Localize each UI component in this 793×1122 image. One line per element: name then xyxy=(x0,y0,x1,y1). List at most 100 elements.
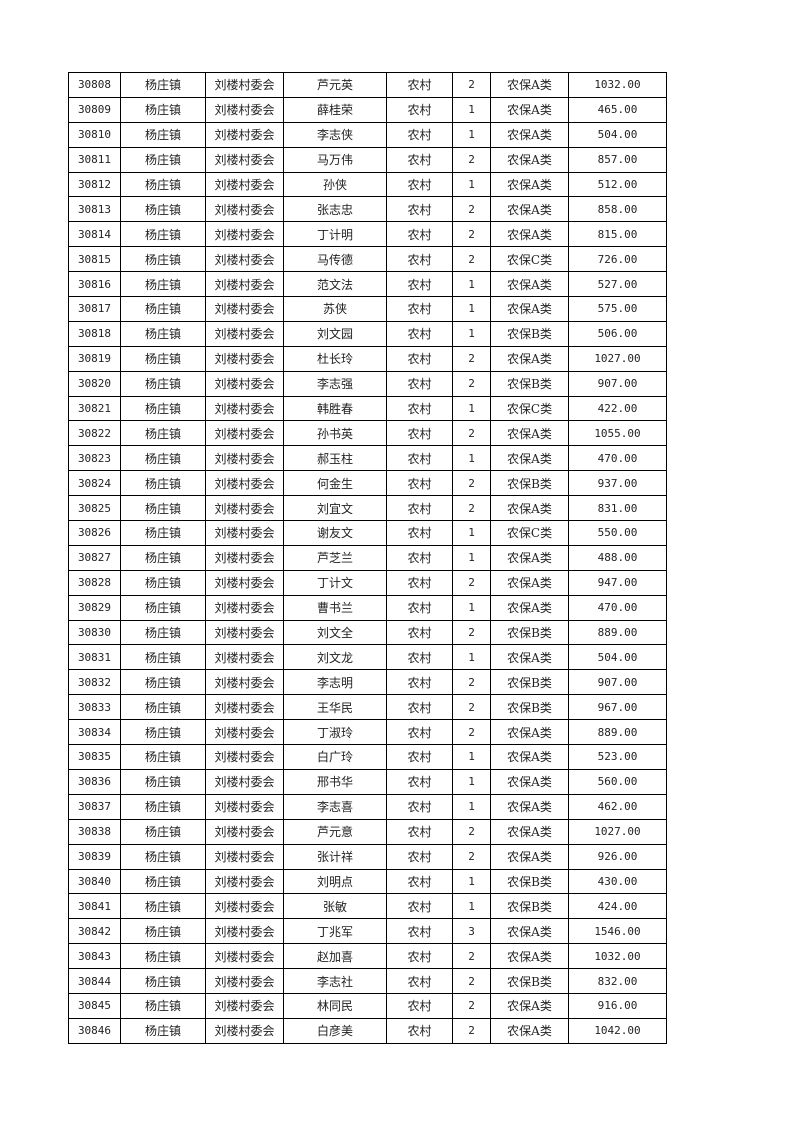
amount-cell: 523.00 xyxy=(568,744,667,770)
table-row: 30815 杨庄镇 刘楼村委会 马传德 农村 2 农保C类 726.00 xyxy=(68,246,667,273)
household-type-cell: 农村 xyxy=(386,320,453,347)
amount-cell: 488.00 xyxy=(568,544,667,571)
household-type-cell: 农村 xyxy=(386,495,453,522)
person-count-cell: 2 xyxy=(452,843,491,870)
record-id-cell: 30811 xyxy=(68,146,121,173)
insurance-category-cell: 农保A类 xyxy=(490,943,569,970)
name-cell: 薛桂荣 xyxy=(283,96,387,123)
record-id-cell: 30823 xyxy=(68,445,121,472)
household-type-cell: 农村 xyxy=(386,72,453,98)
person-count-cell: 1 xyxy=(452,868,491,895)
amount-cell: 937.00 xyxy=(568,470,667,497)
name-cell: 王华民 xyxy=(283,694,387,721)
name-cell: 李志强 xyxy=(283,370,387,397)
town-cell: 杨庄镇 xyxy=(120,296,206,322)
village-committee-cell: 刘楼村委会 xyxy=(205,744,284,770)
name-cell: 孙书英 xyxy=(283,420,387,447)
village-committee-cell: 刘楼村委会 xyxy=(205,495,284,522)
household-type-cell: 农村 xyxy=(386,470,453,497)
village-committee-cell: 刘楼村委会 xyxy=(205,644,284,671)
amount-cell: 1042.00 xyxy=(568,1017,667,1044)
record-id-cell: 30831 xyxy=(68,644,121,671)
insurance-category-cell: 农保A类 xyxy=(490,495,569,522)
table-row: 30822 杨庄镇 刘楼村委会 孙书英 农村 2 农保A类 1055.00 xyxy=(68,420,667,447)
amount-cell: 926.00 xyxy=(568,843,667,870)
town-cell: 杨庄镇 xyxy=(120,719,206,746)
amount-cell: 858.00 xyxy=(568,196,667,223)
person-count-cell: 1 xyxy=(452,793,491,820)
household-type-cell: 农村 xyxy=(386,271,453,298)
name-cell: 赵加喜 xyxy=(283,943,387,970)
town-cell: 杨庄镇 xyxy=(120,968,206,994)
household-type-cell: 农村 xyxy=(386,594,453,621)
insurance-category-cell: 农保A类 xyxy=(490,544,569,571)
person-count-cell: 1 xyxy=(452,96,491,123)
insurance-category-cell: 农保B类 xyxy=(490,619,569,646)
name-cell: 李志社 xyxy=(283,968,387,994)
name-cell: 芦元英 xyxy=(283,72,387,98)
record-id-cell: 30832 xyxy=(68,669,121,696)
village-committee-cell: 刘楼村委会 xyxy=(205,943,284,970)
record-id-cell: 30821 xyxy=(68,395,121,422)
insurance-category-cell: 农保A类 xyxy=(490,818,569,845)
record-id-cell: 30824 xyxy=(68,470,121,497)
table-row: 30816 杨庄镇 刘楼村委会 范文法 农村 1 农保A类 527.00 xyxy=(68,271,667,298)
name-cell: 张计祥 xyxy=(283,843,387,870)
table-row: 30812 杨庄镇 刘楼村委会 孙侠 农村 1 农保A类 512.00 xyxy=(68,171,667,198)
insurance-category-cell: 农保A类 xyxy=(490,843,569,870)
town-cell: 杨庄镇 xyxy=(120,569,206,596)
record-id-cell: 30836 xyxy=(68,768,121,795)
person-count-cell: 1 xyxy=(452,296,491,322)
name-cell: 林同民 xyxy=(283,992,387,1019)
insurance-category-cell: 农保A类 xyxy=(490,768,569,795)
record-id-cell: 30835 xyxy=(68,744,121,770)
amount-cell: 506.00 xyxy=(568,320,667,347)
amount-cell: 527.00 xyxy=(568,271,667,298)
table-row: 30842 杨庄镇 刘楼村委会 丁兆军 农村 3 农保A类 1546.00 xyxy=(68,918,667,945)
name-cell: 白彦美 xyxy=(283,1017,387,1044)
table-row: 30846 杨庄镇 刘楼村委会 白彦美 农村 2 农保A类 1042.00 xyxy=(68,1017,667,1044)
town-cell: 杨庄镇 xyxy=(120,246,206,273)
person-count-cell: 2 xyxy=(452,221,491,248)
record-id-cell: 30837 xyxy=(68,793,121,820)
name-cell: 范文法 xyxy=(283,271,387,298)
table-row: 30841 杨庄镇 刘楼村委会 张敏 农村 1 农保B类 424.00 xyxy=(68,893,667,920)
name-cell: 何金生 xyxy=(283,470,387,497)
village-committee-cell: 刘楼村委会 xyxy=(205,271,284,298)
person-count-cell: 2 xyxy=(452,370,491,397)
person-count-cell: 1 xyxy=(452,744,491,770)
table-row: 30813 杨庄镇 刘楼村委会 张志忠 农村 2 农保A类 858.00 xyxy=(68,196,667,223)
name-cell: 芦元意 xyxy=(283,818,387,845)
name-cell: 白广玲 xyxy=(283,744,387,770)
table-row: 30844 杨庄镇 刘楼村委会 李志社 农村 2 农保B类 832.00 xyxy=(68,968,667,994)
village-committee-cell: 刘楼村委会 xyxy=(205,395,284,422)
household-type-cell: 农村 xyxy=(386,943,453,970)
household-type-cell: 农村 xyxy=(386,694,453,721)
insurance-category-cell: 农保B类 xyxy=(490,320,569,347)
record-id-cell: 30834 xyxy=(68,719,121,746)
record-id-cell: 30828 xyxy=(68,569,121,596)
person-count-cell: 2 xyxy=(452,992,491,1019)
town-cell: 杨庄镇 xyxy=(120,221,206,248)
person-count-cell: 2 xyxy=(452,943,491,970)
amount-cell: 575.00 xyxy=(568,296,667,322)
town-cell: 杨庄镇 xyxy=(120,395,206,422)
record-id-cell: 30844 xyxy=(68,968,121,994)
town-cell: 杨庄镇 xyxy=(120,1017,206,1044)
village-committee-cell: 刘楼村委会 xyxy=(205,893,284,920)
table-row: 30843 杨庄镇 刘楼村委会 赵加喜 农村 2 农保A类 1032.00 xyxy=(68,943,667,970)
household-type-cell: 农村 xyxy=(386,121,453,148)
name-cell: 苏侠 xyxy=(283,296,387,322)
household-type-cell: 农村 xyxy=(386,544,453,571)
table-row: 30828 杨庄镇 刘楼村委会 丁计文 农村 2 农保A类 947.00 xyxy=(68,569,667,596)
name-cell: 李志明 xyxy=(283,669,387,696)
amount-cell: 857.00 xyxy=(568,146,667,173)
village-committee-cell: 刘楼村委会 xyxy=(205,370,284,397)
name-cell: 曹书兰 xyxy=(283,594,387,621)
table-row: 30836 杨庄镇 刘楼村委会 邢书华 农村 1 农保A类 560.00 xyxy=(68,768,667,795)
record-id-cell: 30813 xyxy=(68,196,121,223)
insurance-category-cell: 农保A类 xyxy=(490,420,569,447)
household-type-cell: 农村 xyxy=(386,893,453,920)
amount-cell: 465.00 xyxy=(568,96,667,123)
town-cell: 杨庄镇 xyxy=(120,520,206,546)
